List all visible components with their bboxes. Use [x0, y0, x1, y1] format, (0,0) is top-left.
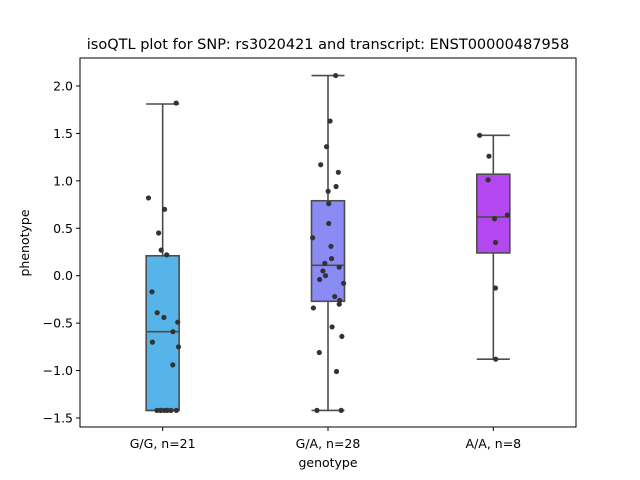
data-point [145, 195, 152, 201]
iqr-box [476, 173, 511, 254]
y-tick-label: 2.0 [53, 78, 73, 93]
data-point [329, 324, 335, 330]
iqr-box [310, 199, 346, 303]
points-layer [145, 72, 511, 413]
x-tick-label: G/G, n=21 [130, 436, 196, 451]
data-point [326, 220, 332, 227]
data-point [322, 260, 328, 266]
data-point [335, 169, 341, 175]
data-point [339, 333, 345, 340]
data-point [161, 314, 167, 321]
chart-title: isoQTL plot for SNP: rs3020421 and trans… [87, 37, 569, 53]
data-point [320, 268, 326, 274]
data-point [337, 297, 343, 303]
data-point [485, 177, 491, 183]
x-axis: G/G, n=21 G/A, n=28 A/A, n=8 [130, 427, 521, 451]
box-2 [310, 74, 346, 412]
y-axis: −1.5 −1.0 −0.5 0.0 0.5 1.0 1.5 2.0 [43, 78, 80, 425]
data-point [154, 407, 160, 413]
y-tick-label: −1.5 [43, 410, 73, 425]
data-point [333, 72, 339, 79]
x-tick-label: G/A, n=28 [296, 436, 361, 451]
y-tick-label: 0.5 [53, 221, 73, 236]
data-point [157, 407, 164, 413]
data-point [477, 132, 483, 138]
data-point [323, 144, 330, 150]
data-point [338, 407, 344, 413]
data-point [170, 362, 176, 368]
box-3 [476, 134, 511, 360]
data-point [175, 319, 181, 325]
data-point [486, 153, 492, 159]
data-point [314, 407, 320, 413]
data-point [325, 188, 331, 194]
data-point [492, 239, 499, 246]
data-point [491, 216, 498, 222]
data-point [310, 235, 316, 241]
data-point [328, 256, 335, 262]
y-tick-label: −0.5 [43, 316, 73, 331]
data-point [336, 264, 342, 270]
data-point [149, 289, 155, 295]
data-point [340, 280, 347, 286]
data-point [504, 212, 511, 218]
data-point [161, 407, 168, 413]
data-point [328, 243, 334, 249]
data-point [333, 183, 339, 190]
data-point [316, 349, 322, 356]
data-point [154, 310, 160, 316]
data-point [336, 301, 342, 307]
y-tick-label: 1.0 [53, 173, 73, 188]
x-tick-label: A/A, n=8 [466, 436, 522, 451]
data-point [149, 339, 155, 345]
data-point [310, 305, 316, 311]
y-tick-label: 1.5 [53, 126, 73, 141]
data-point [161, 206, 168, 212]
data-point [318, 162, 324, 168]
data-point [158, 247, 164, 253]
data-point [332, 293, 338, 300]
y-tick-label: −1.0 [43, 363, 73, 378]
x-axis-label: genotype [298, 455, 357, 470]
data-point [493, 356, 499, 362]
y-axis-label: phenotype [17, 209, 32, 276]
box-layer [145, 74, 511, 412]
data-point [173, 100, 179, 106]
data-point [168, 407, 174, 413]
data-point [326, 201, 332, 207]
data-point [173, 407, 179, 413]
data-point [333, 368, 340, 375]
data-point [327, 118, 333, 124]
data-point [322, 273, 329, 279]
data-point [317, 276, 323, 283]
data-point [156, 230, 162, 236]
data-point [170, 329, 176, 335]
data-point [164, 252, 170, 258]
y-tick-label: 0.0 [53, 268, 73, 283]
data-point [175, 344, 182, 350]
data-point [492, 285, 499, 291]
